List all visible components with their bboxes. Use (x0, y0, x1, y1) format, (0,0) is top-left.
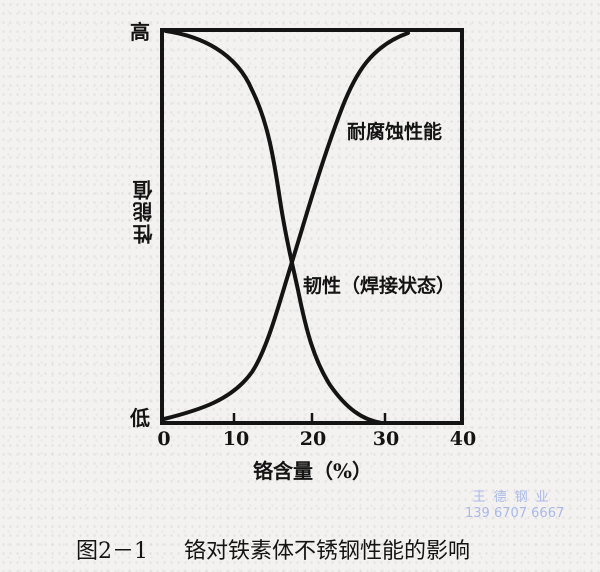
y-axis-low-label: 低 (130, 406, 150, 430)
figure-caption: 图2－1 铬对铁素体不锈钢性能的影响 (76, 533, 470, 565)
toughness-series-label: 韧性（焊接状态） (303, 275, 456, 297)
x-axis-title: 铬含量（%） (253, 459, 373, 483)
x-axis-ticks (232, 413, 387, 423)
caption-text: 铬对铁素体不锈钢性能的影响 (184, 539, 471, 564)
x-tick-label-30: 30 (372, 428, 400, 450)
y-axis-title: 性能值 (132, 178, 156, 244)
corrosion-series-label: 耐腐蚀性能 (347, 121, 443, 143)
x-tick-label-20: 20 (299, 428, 327, 450)
watermark-name: 王德钢业 (472, 490, 557, 505)
figure-number: 图2－1 (76, 539, 148, 564)
x-tick-label-0: 0 (157, 428, 171, 450)
toughness-curve (164, 29, 384, 425)
plot-frame (160, 28, 464, 425)
x-tick-label-10: 10 (222, 428, 250, 450)
y-axis-high-label: 高 (130, 20, 150, 44)
watermark-phone: 139 6707 6667 (465, 506, 565, 521)
watermark: 王德钢业 139 6707 6667 (465, 490, 564, 522)
x-tick-label-40: 40 (449, 428, 477, 450)
